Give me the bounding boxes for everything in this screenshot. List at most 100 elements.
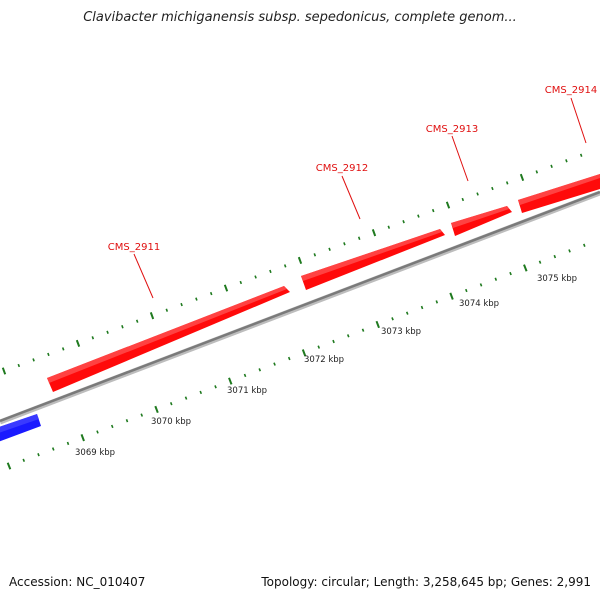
minor-tick — [391, 317, 394, 321]
major-tick — [223, 284, 229, 292]
minor-tick — [461, 197, 465, 202]
scale-label-3072: 3072 kbp — [304, 355, 344, 365]
outer-tick-row — [1, 153, 583, 375]
minor-tick — [491, 186, 494, 191]
scale-label-3073: 3073 kbp — [381, 327, 421, 337]
minor-tick — [169, 402, 173, 406]
gene-arrow-cms-2913[interactable] — [451, 206, 512, 236]
minor-tick — [287, 356, 291, 361]
minor-tick — [476, 192, 479, 196]
minor-tick — [579, 153, 583, 157]
inner-tick-row — [6, 243, 586, 470]
minor-tick — [195, 297, 198, 301]
map-title: Clavibacter michiganensis subsp. sepedon… — [83, 10, 517, 25]
major-tick — [301, 349, 307, 357]
gene-label-cms-2914[interactable]: CMS_2914 — [545, 85, 597, 96]
major-tick — [75, 339, 81, 347]
scale-label-3074: 3074 kbp — [459, 299, 499, 309]
gene-labels: CMS_2911 CMS_2912 CMS_2913 CMS_2914 — [108, 85, 597, 299]
minor-tick — [96, 430, 99, 434]
minor-tick — [420, 305, 424, 310]
minor-tick — [565, 159, 568, 163]
minor-tick — [214, 385, 217, 389]
major-tick — [154, 405, 159, 414]
major-tick — [375, 320, 380, 329]
minor-tick — [110, 424, 114, 429]
minor-tick — [568, 249, 571, 253]
gene-arrow-cms-2912[interactable] — [301, 229, 445, 290]
minor-tick — [269, 269, 272, 274]
minor-tick — [199, 390, 203, 395]
minor-tick — [209, 291, 213, 296]
minor-tick — [140, 413, 144, 417]
minor-tick — [357, 236, 361, 240]
reverse-gene-arrow[interactable] — [0, 414, 41, 445]
minor-tick — [184, 396, 188, 400]
minor-tick — [405, 311, 409, 315]
scale-label-3071: 3071 kbp — [227, 386, 267, 396]
scale-label-3075: 3075 kbp — [537, 274, 577, 284]
gene-label-cms-2911[interactable]: CMS_2911 — [108, 242, 160, 253]
minor-tick — [313, 253, 317, 257]
minor-tick — [165, 308, 169, 312]
minor-tick — [332, 339, 335, 344]
major-tick — [519, 173, 525, 182]
minor-tick — [343, 242, 346, 246]
minor-tick — [317, 345, 321, 349]
scale-labels: 3069 kbp 3070 kbp 3071 kbp 3072 kbp 3073… — [75, 274, 577, 458]
major-tick — [1, 367, 7, 375]
minor-tick — [553, 254, 557, 259]
major-tick — [371, 229, 377, 237]
gene-arrow-cms-2911[interactable] — [47, 286, 290, 392]
major-tick — [523, 264, 528, 272]
minor-tick — [61, 347, 65, 351]
minor-tick — [47, 352, 50, 357]
scale-label-3069: 3069 kbp — [75, 448, 115, 458]
minor-tick — [121, 325, 124, 329]
minor-tick — [22, 458, 26, 462]
minor-tick — [135, 319, 139, 323]
major-tick — [149, 312, 155, 320]
accession-text: Accession: NC_010407 — [9, 575, 146, 589]
minor-tick — [283, 264, 287, 268]
minor-tick — [479, 283, 483, 287]
minor-tick — [37, 453, 40, 457]
minor-tick — [505, 181, 509, 185]
minor-tick — [361, 328, 365, 332]
minor-tick — [583, 243, 586, 247]
minor-tick — [180, 302, 183, 307]
major-tick — [6, 462, 12, 470]
minor-tick — [273, 362, 276, 366]
minor-tick — [32, 358, 35, 362]
forward-genes — [47, 174, 600, 392]
minor-tick — [258, 368, 262, 372]
major-tick — [445, 201, 451, 209]
gene-label-cms-2912[interactable]: CMS_2912 — [316, 163, 368, 174]
minor-tick — [435, 300, 439, 304]
gene-arrow-cms-2914[interactable] — [518, 174, 600, 213]
minor-tick — [402, 220, 405, 224]
scale-label-3070: 3070 kbp — [151, 417, 191, 427]
major-tick — [228, 377, 233, 385]
minor-tick — [431, 208, 435, 213]
minor-tick — [465, 288, 468, 293]
minor-tick — [239, 280, 243, 285]
minor-tick — [494, 277, 498, 281]
major-tick — [80, 434, 85, 442]
minor-tick — [91, 336, 95, 340]
minor-tick — [66, 441, 70, 446]
major-tick — [449, 292, 454, 300]
minor-tick — [328, 247, 331, 251]
gene-label-cms-2913[interactable]: CMS_2913 — [426, 124, 478, 135]
genome-summary-text: Topology: circular; Length: 3,258,645 bp… — [261, 575, 591, 589]
minor-tick — [125, 419, 129, 423]
minor-tick — [535, 170, 539, 174]
minor-tick — [538, 260, 542, 264]
minor-tick — [387, 225, 391, 229]
minor-tick — [17, 363, 21, 368]
minor-tick — [417, 214, 420, 218]
minor-tick — [550, 164, 553, 169]
minor-tick — [106, 330, 109, 334]
